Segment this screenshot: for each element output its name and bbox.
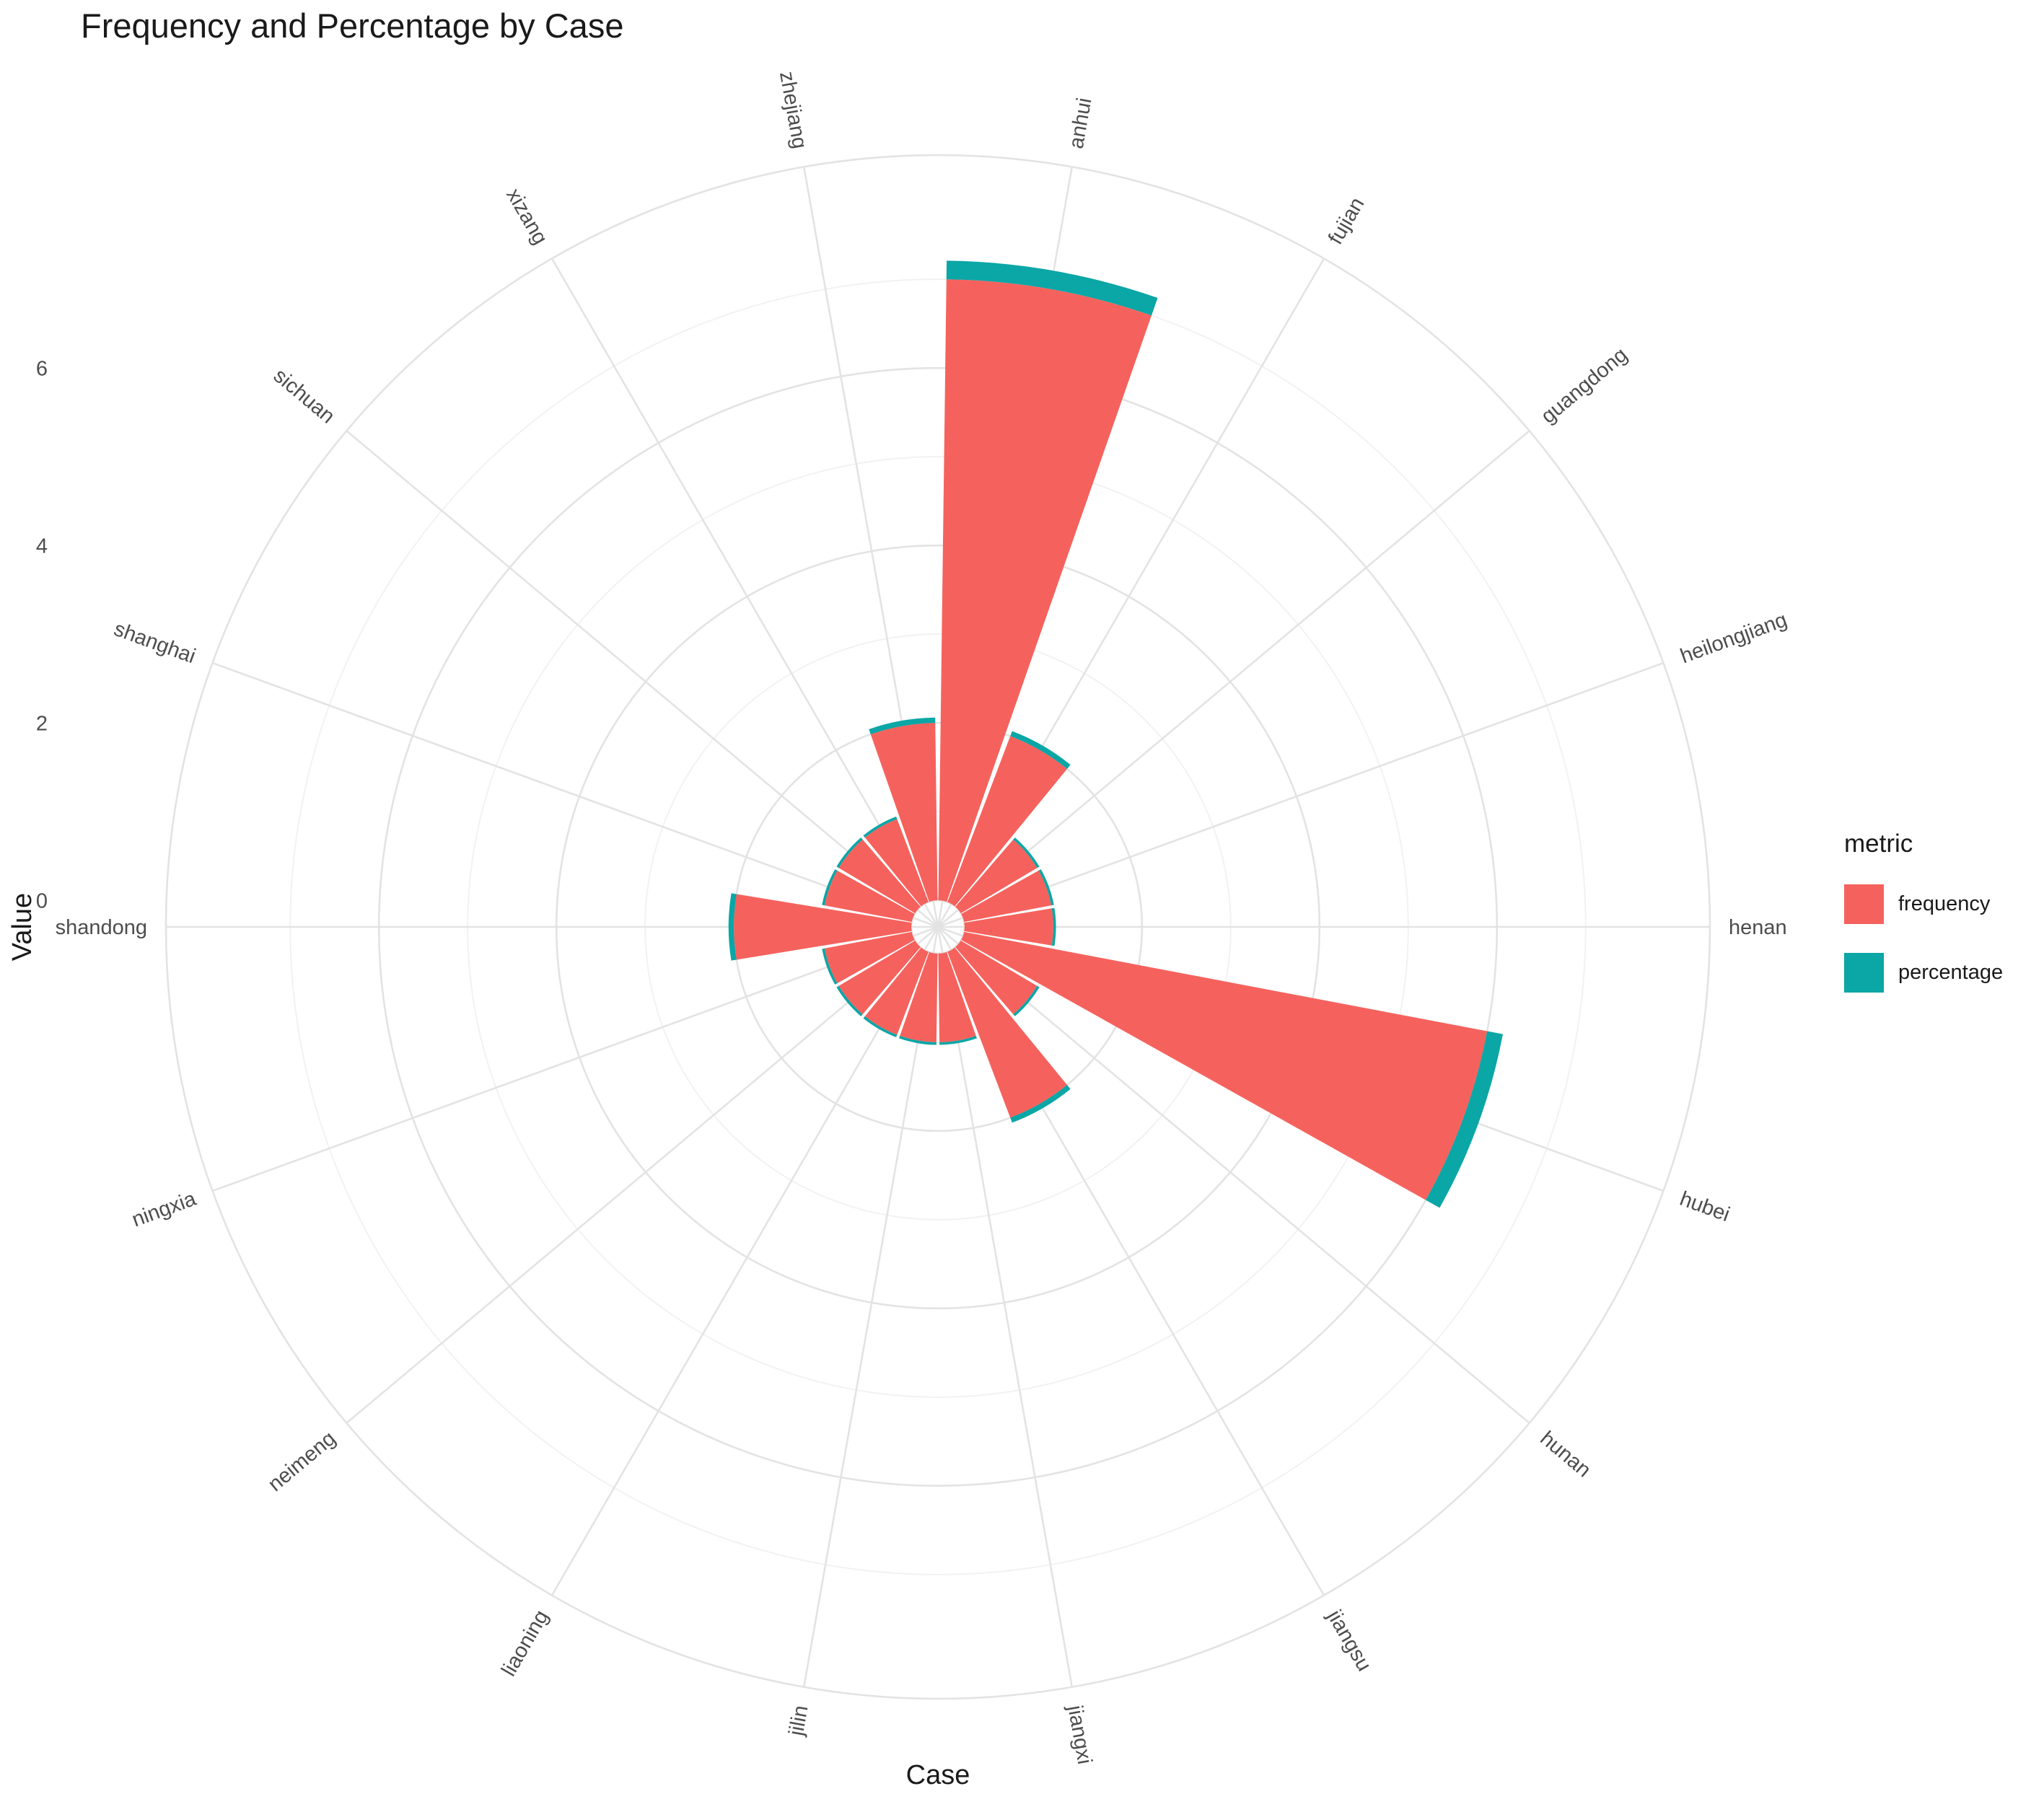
category-label-shanghai: shanghai <box>111 617 199 668</box>
bar-sichuan-frequency <box>838 839 921 914</box>
legend-item-percentage: percentage <box>1844 953 2003 993</box>
bar-zhejiang-percentage <box>869 717 936 734</box>
bar-liaoning-frequency <box>864 947 929 1035</box>
bar-henan-percentage <box>1051 907 1056 946</box>
bar-hunan-percentage <box>1013 985 1040 1016</box>
bar-zhejiang-frequency <box>870 723 938 902</box>
bar-shanghai-frequency <box>824 870 915 923</box>
bar-hubei-frequency <box>961 931 1488 1200</box>
bar-ningxia-frequency <box>824 931 915 984</box>
r-axis-tick-label: 6 <box>36 357 48 380</box>
grid-spoke-ningxia <box>212 925 939 1192</box>
bar-xizang-frequency <box>864 819 929 907</box>
grid-spoke-jilin <box>802 926 939 1687</box>
category-label-sichuan: sichuan <box>269 364 339 428</box>
grid-spoke-shanghai <box>212 661 939 928</box>
legend: metric frequency percentage <box>1844 830 2003 1021</box>
grid-spoke-guangdong <box>937 430 1530 928</box>
grid-spoke-jiangxi <box>937 926 1074 1687</box>
legend-label-percentage: percentage <box>1898 961 2004 984</box>
bar-hubei-percentage <box>1426 1031 1503 1208</box>
category-label-hubei: hubei <box>1677 1187 1733 1226</box>
legend-item-frequency: frequency <box>1844 884 2003 924</box>
r-axis-tick-label: 2 <box>36 712 48 735</box>
bar-anhui-percentage <box>946 260 1158 316</box>
category-label-heilongjiang: heilongjiang <box>1677 608 1790 668</box>
grid-spoke-xizang <box>551 258 939 928</box>
grid-spoke-heilongjiang <box>937 661 1664 928</box>
bar-jilin-percentage <box>899 1035 937 1045</box>
bar-xizang-percentage <box>863 817 898 838</box>
category-label-jiangxi: jiangxi <box>1063 1703 1096 1767</box>
bar-neimeng-frequency <box>838 940 921 1015</box>
legend-swatch-percentage <box>1844 953 1884 993</box>
category-label-xizang: xizang <box>501 185 552 249</box>
bar-sichuan-percentage <box>836 837 863 868</box>
bar-jiangsu-frequency <box>947 947 1067 1118</box>
grid-spoke-neimeng <box>346 926 939 1424</box>
bar-henan-frequency <box>964 908 1053 946</box>
r-axis-tick-label: 4 <box>36 535 48 558</box>
bar-shanghai-percentage <box>822 869 838 906</box>
bar-jiangxi-percentage <box>939 1035 977 1045</box>
bar-fujian-frequency <box>947 736 1067 907</box>
bar-anhui-frequency <box>938 279 1152 902</box>
category-label-zhejiang: zhejiang <box>775 70 811 151</box>
bar-jiangsu-percentage <box>1010 1085 1071 1123</box>
bar-shandong-percentage <box>728 893 737 961</box>
category-label-liaoning: liaoning <box>497 1606 553 1681</box>
category-label-shandong: shandong <box>56 916 147 939</box>
grid-spoke-liaoning <box>551 926 939 1596</box>
category-label-neimeng: neimeng <box>264 1427 341 1496</box>
grid-spoke-hunan <box>937 926 1530 1424</box>
legend-label-frequency: frequency <box>1898 892 1991 915</box>
bar-hunan-frequency <box>955 940 1038 1015</box>
category-label-henan: henan <box>1729 916 1787 939</box>
category-label-guangdong: guangdong <box>1537 343 1632 428</box>
legend-title: metric <box>1844 830 1913 858</box>
bar-jiangxi-frequency <box>938 951 976 1042</box>
bar-shandong-frequency <box>734 894 912 960</box>
grid-spoke-sichuan <box>346 430 939 928</box>
category-label-jiangsu: jiangsu <box>1323 1606 1376 1675</box>
category-label-jilin: jilin <box>785 1704 813 1738</box>
chart-title: Frequency and Percentage by Case <box>81 6 624 45</box>
bar-guangdong-percentage <box>1013 837 1040 868</box>
bar-guangdong-frequency <box>955 839 1038 914</box>
bar-neimeng-percentage <box>836 985 863 1016</box>
bar-heilongjiang-frequency <box>961 870 1052 923</box>
r-axis-tick-label: 0 <box>36 889 48 912</box>
y-axis-title: Value <box>7 892 38 962</box>
bar-liaoning-percentage <box>863 1016 898 1037</box>
category-label-ningxia: ningxia <box>129 1187 200 1232</box>
bar-fujian-percentage <box>1010 731 1071 769</box>
bar-ningxia-percentage <box>822 948 838 985</box>
category-label-hunan: hunan <box>1536 1427 1595 1482</box>
bar-jilin-frequency <box>900 951 938 1042</box>
category-label-anhui: anhui <box>1065 96 1097 150</box>
legend-swatch-frequency <box>1844 884 1884 924</box>
x-axis-title: Case <box>905 1760 970 1790</box>
bar-heilongjiang-percentage <box>1038 869 1054 906</box>
category-label-fujian: fujian <box>1324 193 1369 248</box>
